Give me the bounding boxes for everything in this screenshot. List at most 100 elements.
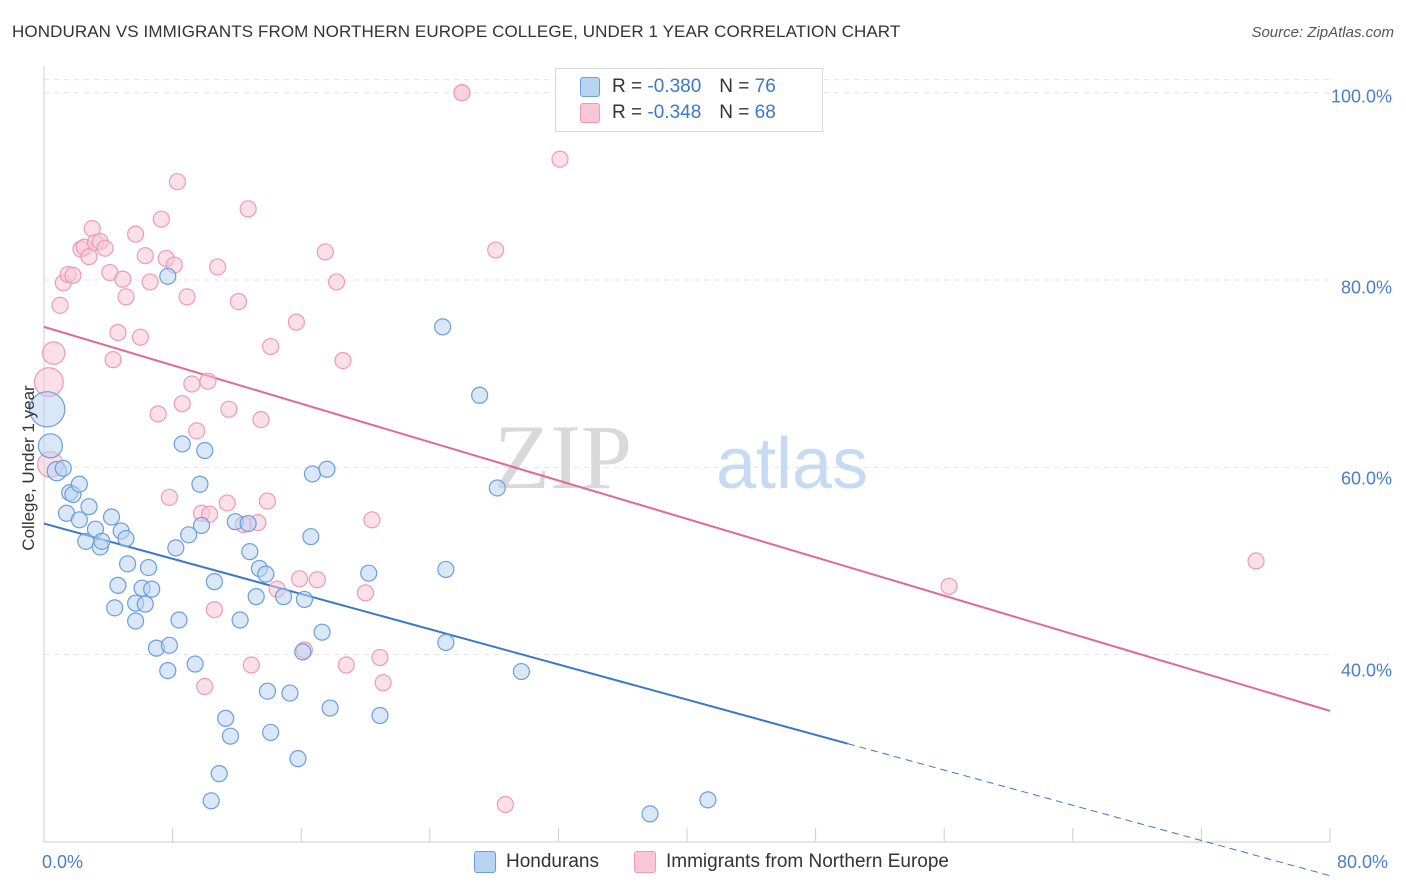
legend-swatch-blue xyxy=(474,851,496,873)
point-hondurans xyxy=(37,433,64,459)
point-hondurans xyxy=(295,590,314,609)
point-hondurans xyxy=(437,633,455,652)
point-hondurans xyxy=(173,435,191,453)
point-northern-europe xyxy=(290,570,309,588)
point-northern-europe xyxy=(239,200,257,218)
point-northern-europe xyxy=(131,328,150,346)
point-northern-europe xyxy=(183,375,201,393)
point-hondurans xyxy=(262,723,280,742)
axes xyxy=(43,66,1331,843)
point-hondurans xyxy=(109,576,127,594)
y-tick-label: 40.0% xyxy=(1340,660,1392,681)
watermark: ZIP atlas xyxy=(494,406,868,508)
point-hondurans xyxy=(302,528,320,546)
point-hondurans xyxy=(217,709,235,727)
point-northern-europe xyxy=(51,296,69,314)
point-hondurans xyxy=(241,543,259,561)
point-hondurans xyxy=(167,539,185,557)
point-northern-europe xyxy=(316,243,334,261)
point-northern-europe xyxy=(356,584,375,602)
point-hondurans xyxy=(70,475,88,493)
point-hondurans xyxy=(106,599,124,617)
point-hondurans xyxy=(371,706,389,725)
x-tick-label-max: 80.0% xyxy=(1337,852,1389,872)
legend-n-label: N = xyxy=(719,76,750,97)
point-hondurans xyxy=(247,588,265,606)
legend-n-value: 76 xyxy=(754,76,776,97)
legend-n-value: 68 xyxy=(754,102,776,123)
point-northern-europe xyxy=(136,247,154,265)
point-northern-europe xyxy=(496,795,514,814)
point-northern-europe xyxy=(64,266,82,284)
point-northern-europe xyxy=(127,225,145,243)
point-hondurans xyxy=(118,555,137,573)
point-hondurans xyxy=(192,516,211,535)
point-northern-europe xyxy=(1247,552,1265,570)
y-tick-label: 100.0% xyxy=(1330,86,1392,107)
point-northern-europe xyxy=(152,210,170,228)
point-hondurans xyxy=(434,318,452,336)
point-hondurans xyxy=(160,636,178,654)
point-northern-europe xyxy=(149,405,167,423)
point-northern-europe xyxy=(80,248,98,266)
legend-item-hondurans[interactable]: Hondurans xyxy=(474,851,599,873)
point-northern-europe xyxy=(141,273,159,291)
point-hondurans xyxy=(318,460,336,478)
point-northern-europe xyxy=(196,677,214,696)
point-hondurans xyxy=(205,573,223,591)
point-northern-europe xyxy=(220,400,238,418)
legend-r-label: R = xyxy=(612,76,643,97)
trend-lines xyxy=(43,325,1331,877)
legend-label-hondurans: Hondurans xyxy=(506,851,599,872)
point-hondurans xyxy=(186,655,204,673)
point-northern-europe xyxy=(109,323,127,342)
point-hondurans xyxy=(641,805,659,823)
legend-item-northern-europe[interactable]: Immigrants from Northern Europe xyxy=(634,851,949,873)
point-northern-europe xyxy=(252,411,270,429)
legend-r-label: R = xyxy=(612,102,643,123)
point-northern-europe xyxy=(209,258,227,276)
point-hondurans xyxy=(488,479,506,497)
point-hondurans xyxy=(29,391,66,428)
legend-n-label: N = xyxy=(719,102,750,123)
point-northern-europe xyxy=(363,511,381,529)
point-hondurans xyxy=(139,558,158,577)
point-hondurans xyxy=(191,475,209,493)
point-northern-europe xyxy=(160,488,178,506)
point-northern-europe xyxy=(287,313,305,331)
point-northern-europe xyxy=(371,648,389,667)
point-hondurans xyxy=(102,508,121,526)
point-hondurans xyxy=(512,662,531,681)
point-northern-europe xyxy=(551,150,569,168)
point-northern-europe xyxy=(334,351,352,370)
point-hondurans xyxy=(159,662,177,680)
legend-row-hondurans: R = -0.380 N = 76 xyxy=(580,75,776,99)
point-northern-europe xyxy=(114,270,132,288)
point-hondurans xyxy=(274,588,293,606)
point-northern-europe xyxy=(229,292,248,311)
point-northern-europe xyxy=(205,601,223,619)
point-hondurans xyxy=(70,511,88,529)
point-hondurans xyxy=(257,565,275,583)
trend-line-northern-europe xyxy=(43,325,1331,712)
point-hondurans xyxy=(321,699,339,717)
point-northern-europe xyxy=(104,351,122,369)
legend-swatch-pink xyxy=(580,103,600,123)
point-northern-europe xyxy=(258,492,277,510)
point-hondurans xyxy=(231,611,249,629)
point-hondurans xyxy=(289,750,307,768)
point-hondurans xyxy=(210,765,228,783)
legend-r-value: -0.348 xyxy=(647,102,702,123)
blue-points xyxy=(29,267,717,823)
point-hondurans xyxy=(699,791,717,809)
point-hondurans xyxy=(54,459,72,477)
point-hondurans xyxy=(159,267,177,285)
stats-legend: R = -0.380 N = 76 R = -0.348 N = 68 xyxy=(555,68,823,132)
point-hondurans xyxy=(471,386,489,404)
point-northern-europe xyxy=(308,571,326,589)
point-hondurans xyxy=(136,595,154,613)
point-hondurans xyxy=(196,441,214,460)
point-hondurans xyxy=(93,532,111,550)
point-northern-europe xyxy=(262,337,280,356)
point-hondurans xyxy=(221,727,240,745)
